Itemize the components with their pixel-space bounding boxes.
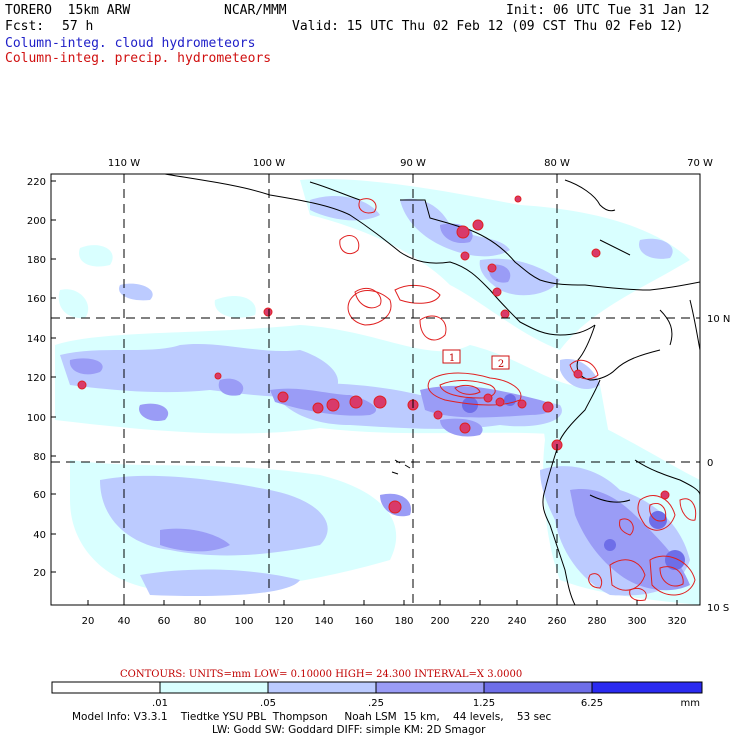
precip-cells [77, 195, 670, 514]
model-title: TORERO 15km ARW [5, 3, 131, 18]
x-label: 320 [667, 616, 686, 627]
marker-box-2 [491, 355, 510, 370]
y-label: 220 [27, 177, 46, 188]
x-label: 80 [194, 616, 207, 627]
lat-label: 0 [707, 458, 713, 469]
x-label: 200 [430, 616, 449, 627]
y-tick-marks [51, 180, 56, 573]
cloud-field [55, 179, 700, 605]
longitude-labels: 110 W 100 W 90 W 80 W 70 W [108, 158, 713, 169]
colorbar-units: mm [681, 698, 700, 709]
marker-box-1 [442, 349, 461, 364]
x-label: 140 [314, 616, 333, 627]
lat-label: 10 S [707, 603, 729, 614]
y-label: 40 [33, 530, 46, 541]
lon-label: 80 W [544, 158, 570, 169]
org-label: NCAR/MMM [224, 3, 287, 18]
contour-info: CONTOURS: UNITS=mm LOW= 0.10000 HIGH= 24… [120, 669, 522, 680]
cross-section-markers: 1 2 [442, 349, 510, 370]
y-label: 200 [27, 216, 46, 227]
lat-lon-grid [51, 174, 700, 605]
colorbar-labels: .01 .05 .25 1.25 6.25 mm [152, 698, 700, 709]
legend-precip: Column-integ. precip. hydrometeors [5, 51, 272, 66]
colorbar-level: .25 [368, 698, 384, 709]
lon-label: 110 W [108, 158, 140, 169]
y-label: 100 [27, 413, 46, 424]
marker-label-2: 2 [498, 359, 504, 370]
x-label: 40 [118, 616, 131, 627]
x-label: 280 [587, 616, 606, 627]
x-label: 20 [82, 616, 95, 627]
y-label: 60 [33, 490, 46, 501]
x-label: 120 [274, 616, 293, 627]
x-label: 160 [354, 616, 373, 627]
x-label: 240 [507, 616, 526, 627]
forecast-hour: 57 h [62, 19, 94, 34]
colorbar [51, 681, 703, 694]
y-label: 160 [27, 294, 46, 305]
lat-label: 10 N [707, 314, 730, 325]
model-info: Model Info: V3.3.1 Tiedtke YSU PBL Thomp… [72, 711, 552, 723]
x-label: 220 [470, 616, 489, 627]
lon-label: 70 W [687, 158, 713, 169]
colorbar-level: .01 [152, 698, 168, 709]
lon-label: 100 W [253, 158, 285, 169]
colorbar-level: 1.25 [473, 698, 495, 709]
valid-time: Valid: 15 UTC Thu 02 Feb 12 (09 CST Thu … [292, 19, 684, 34]
y-label: 20 [33, 568, 46, 579]
latitude-labels: 10 N 0 10 S [707, 314, 730, 614]
colorbar-level: 6.25 [581, 698, 603, 709]
legend-cloud: Column-integ. cloud hydrometeors [5, 36, 256, 51]
map-frame [50, 173, 701, 606]
x-label: 100 [234, 616, 253, 627]
forecast-label: Fcst: [5, 19, 45, 34]
x-axis-labels: 20 40 60 80 100 120 140 160 180 200 220 … [82, 616, 687, 627]
marker-label-1: 1 [449, 353, 455, 364]
y-label: 180 [27, 255, 46, 266]
x-label: 60 [158, 616, 171, 627]
x-label: 260 [547, 616, 566, 627]
lon-label: 90 W [400, 158, 426, 169]
y-label: 140 [27, 334, 46, 345]
y-label: 120 [27, 373, 46, 384]
init-time: Init: 06 UTC Tue 31 Jan 12 [506, 3, 710, 18]
x-label: 180 [394, 616, 413, 627]
x-label: 300 [627, 616, 646, 627]
colorbar-level: .05 [260, 698, 276, 709]
x-tick-marks [87, 600, 678, 605]
y-label: 80 [33, 452, 46, 463]
y-axis-labels: 220 200 180 160 140 120 100 80 60 40 20 [27, 177, 46, 579]
physics-info: LW: Godd SW: Goddard DIFF: simple KM: 2D… [212, 724, 486, 736]
